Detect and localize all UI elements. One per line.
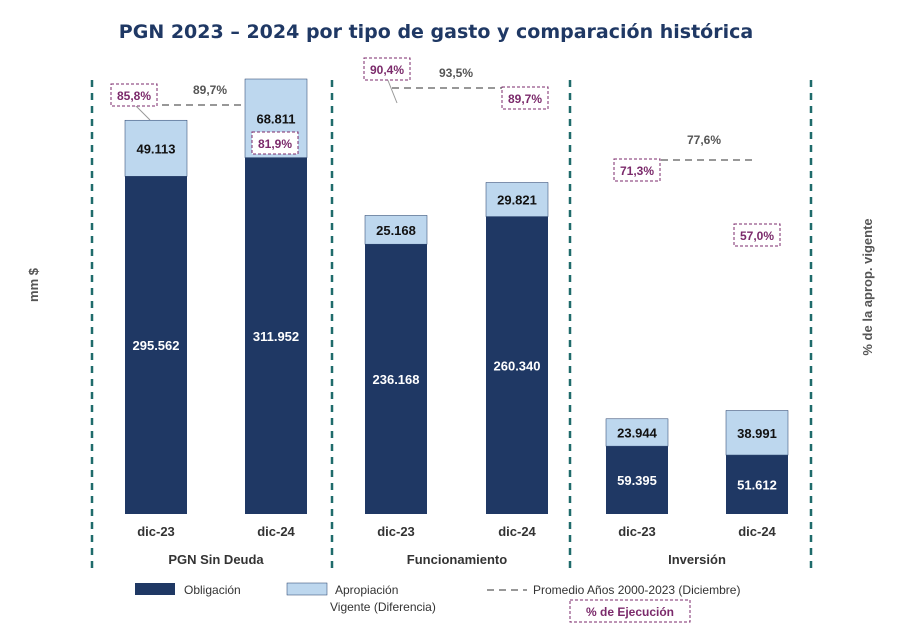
legend-swatch-diferencia <box>286 582 328 596</box>
y-axis-label: mm $ <box>26 267 41 302</box>
average-label: 93,5% <box>439 66 473 80</box>
bar-label-diferencia: 38.991 <box>737 426 777 441</box>
bar-diferencia <box>364 215 428 245</box>
bar-label-diferencia: 49.113 <box>136 141 175 156</box>
execution-box <box>733 223 781 247</box>
bar-obligacion <box>486 216 548 514</box>
execution-label: 90,4% <box>370 63 404 77</box>
bar-label-obligacion: 295.562 <box>133 338 180 353</box>
execution-box <box>501 86 549 110</box>
x-tick-label: dic-23 <box>377 524 415 539</box>
legend-label-apropiacion-2: Vigente (Diferencia) <box>330 600 436 614</box>
x-tick-label: dic-23 <box>137 524 175 539</box>
legend-label-promedio: Promedio Años 2000-2023 (Diciembre) <box>533 583 740 597</box>
chart-title: PGN 2023 – 2024 por tipo de gasto y comp… <box>119 21 753 43</box>
bar-obligacion <box>606 446 668 514</box>
group-label: Funcionamiento <box>407 552 507 567</box>
execution-label: 89,7% <box>508 92 542 106</box>
bar-label-obligacion: 311.952 <box>253 329 299 344</box>
bar-label-obligacion: 59.395 <box>617 473 657 488</box>
x-tick-label: dic-24 <box>257 524 295 539</box>
bar-diferencia <box>725 410 789 456</box>
execution-box <box>613 158 661 182</box>
x-tick-label: dic-23 <box>618 524 656 539</box>
bar-obligacion <box>125 176 187 514</box>
execution-box <box>251 131 299 155</box>
y2-axis-label: % de la aprop. vigente <box>860 218 875 355</box>
average-label: 89,7% <box>193 83 227 97</box>
group-label: Inversión <box>668 552 726 567</box>
x-tick-label: dic-24 <box>738 524 776 539</box>
bar-diferencia <box>124 119 188 177</box>
x-tick-label: dic-24 <box>498 524 536 539</box>
execution-box <box>363 57 411 81</box>
legend-swatch-ejecucion <box>569 599 691 623</box>
execution-label: 81,9% <box>258 137 292 151</box>
bar-obligacion <box>245 157 307 514</box>
legend-label-ejecucion: % de Ejecución <box>586 605 674 619</box>
bar-label-obligacion: 236.168 <box>373 372 420 387</box>
legend-label-apropiacion: Apropiación <box>335 583 398 597</box>
bar-obligacion <box>365 244 427 515</box>
legend: Obligación Apropiación Vigente (Diferencia… <box>135 582 740 623</box>
legend-label-obligacion: Obligación <box>184 583 241 597</box>
bar-label-diferencia: 29.821 <box>497 193 537 208</box>
group-label: PGN Sin Deuda <box>168 552 264 567</box>
bar-label-diferencia: 25.168 <box>376 223 416 238</box>
execution-label: 71,3% <box>620 164 654 178</box>
bar-obligacion <box>726 455 788 514</box>
average-label: 77,6% <box>687 133 721 147</box>
bar-label-diferencia: 68.811 <box>256 111 295 126</box>
connector-line <box>133 103 151 121</box>
connector-line <box>386 77 398 104</box>
bar-label-obligacion: 51.612 <box>737 478 777 493</box>
bar-label-diferencia: 23.944 <box>617 425 658 440</box>
execution-label: 57,0% <box>740 229 774 243</box>
bar-diferencia <box>605 418 669 447</box>
legend-swatch-obligacion <box>135 583 175 595</box>
bar-diferencia <box>485 182 549 217</box>
plot-area: 89,7% 295.562 49.113 dic-23 85,8% 311.952 68.8… <box>90 57 813 572</box>
execution-box <box>110 83 158 107</box>
bar-label-obligacion: 260.340 <box>494 358 541 373</box>
execution-label: 85,8% <box>117 89 151 103</box>
